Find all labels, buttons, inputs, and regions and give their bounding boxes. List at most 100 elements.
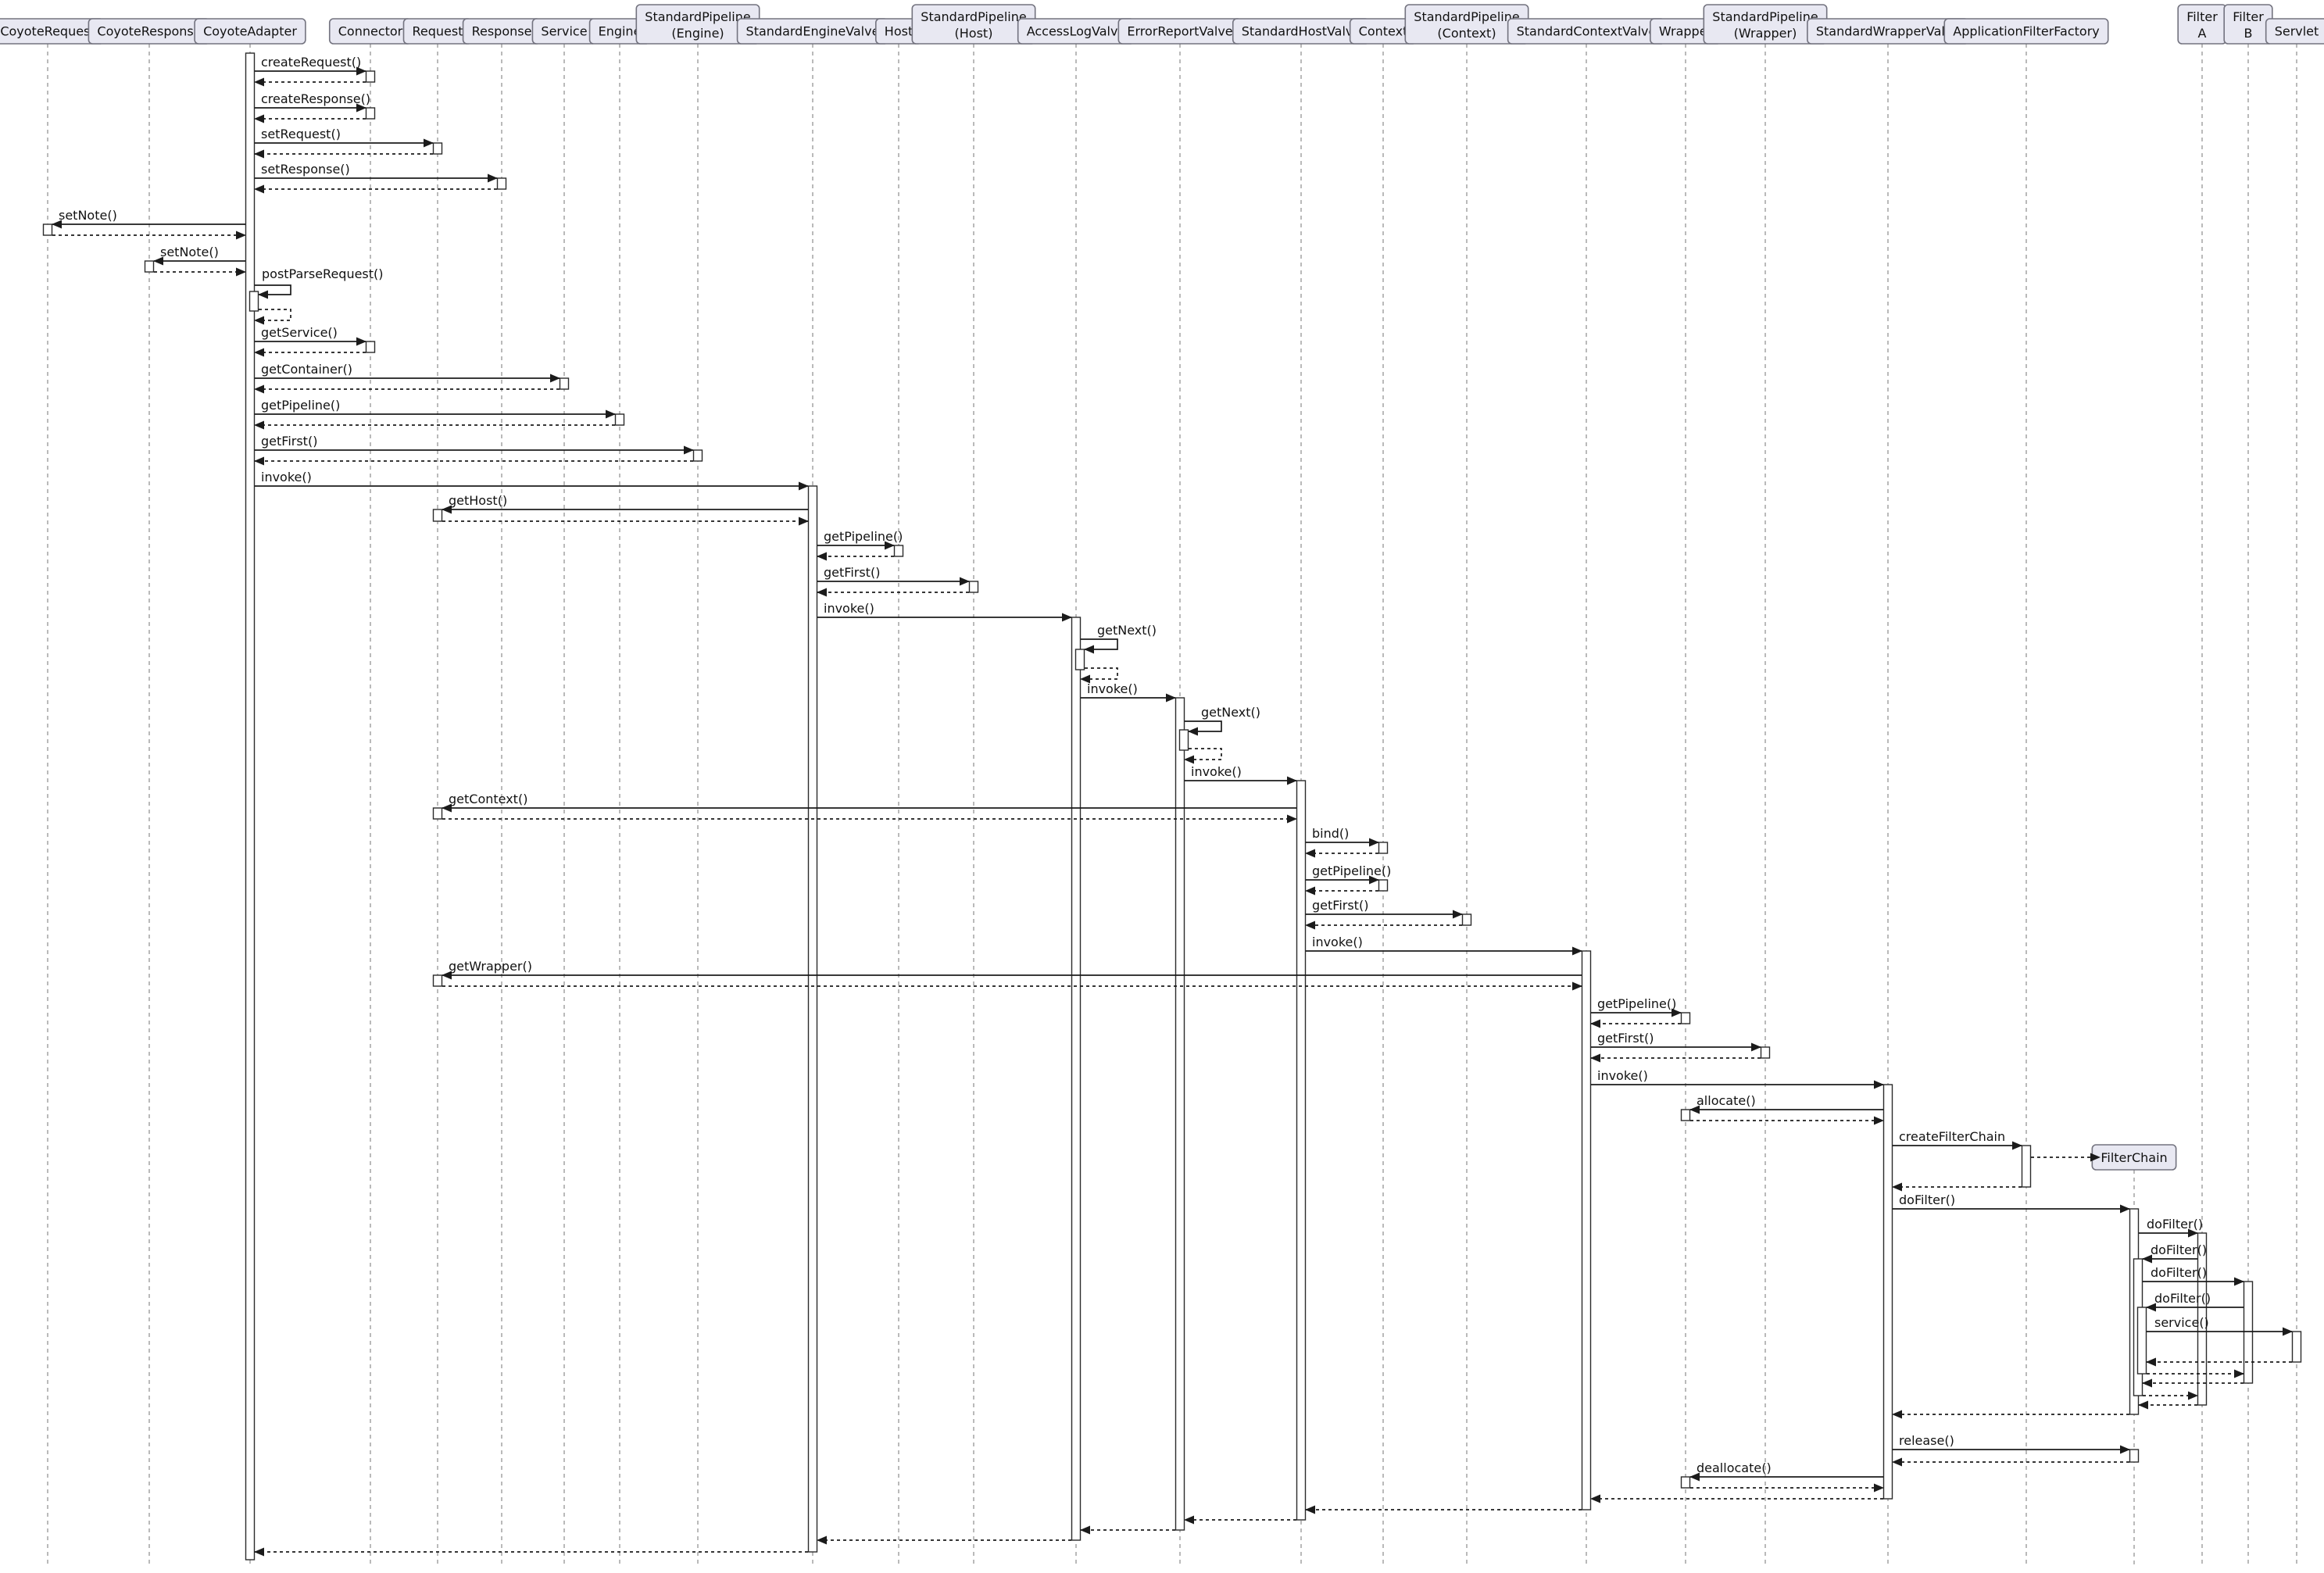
created-object-label: FilterChain — [2101, 1150, 2167, 1165]
participant-label: StandardWrapperValve — [1816, 24, 1960, 39]
participant-request: Request — [402, 18, 473, 45]
participant-standardpipeline-wrapper: StandardPipeline (Wrapper) — [1703, 4, 1828, 45]
message-label: getContainer() — [261, 362, 352, 377]
message-label: getFirst() — [261, 434, 317, 449]
message-label: getFirst() — [1312, 898, 1368, 913]
activation-bar — [1882, 1084, 1893, 1500]
message-label: doFilter() — [1899, 1192, 1955, 1207]
message-getfirst-43: getFirst() — [1591, 1031, 1761, 1052]
activation-bar — [432, 509, 443, 522]
activation-bar — [245, 52, 256, 1560]
activation-bar — [432, 974, 443, 987]
message-label: invoke() — [1597, 1068, 1648, 1083]
message-label: getPipeline() — [824, 529, 903, 544]
participant-servlet: Servlet — [2265, 18, 2324, 45]
message-label: invoke() — [1312, 935, 1363, 949]
message-label: service() — [2154, 1315, 2209, 1330]
activation-bar — [1461, 913, 1472, 926]
self-call-postparserequest-0: postParseRequest() — [254, 266, 384, 325]
activation-bar — [2243, 1281, 2254, 1384]
participant-label: AccessLogValve — [1027, 24, 1126, 39]
participant-context: Context — [1349, 18, 1418, 45]
activation-bar — [365, 107, 376, 120]
participant-standardpipeline-context: StandardPipeline (Context) — [1404, 4, 1529, 45]
participant-standard-host-valve: StandardHostValve — [1232, 18, 1371, 45]
message-setresponse-6: setResponse() — [255, 162, 498, 183]
message-getcontext-30: getContext() — [442, 792, 1296, 813]
participant-application-filter-factory: ApplicationFilterFactory — [1943, 18, 2109, 45]
activation-bar — [248, 291, 259, 312]
activation-bar — [968, 581, 979, 593]
activation-bar — [559, 377, 570, 390]
activation-bar — [807, 485, 818, 1553]
message-gethost-21: getHost() — [442, 493, 808, 514]
participant-error-report-valve: ErrorReportValve — [1117, 18, 1242, 45]
participant-label: Engine — [599, 24, 642, 39]
message-createresponse-2: createResponse() — [255, 91, 370, 113]
activation-bar — [1378, 879, 1389, 892]
self-return-arrow — [1184, 748, 1222, 764]
message-getfirst-25: getFirst() — [817, 565, 970, 586]
self-call-getnext-2: getNext() — [1184, 705, 1260, 764]
message-label: createFilterChain — [1899, 1129, 2005, 1144]
participant-label: StandardPipeline — [1414, 9, 1519, 24]
message-getcontainer-14: getContainer() — [255, 362, 560, 383]
participant-connector: Connector — [328, 18, 413, 45]
participant-label: Service — [541, 24, 587, 39]
activation-bar — [893, 545, 904, 557]
participant-label: Request — [413, 24, 463, 39]
participant-label: StandardPipeline — [921, 9, 1026, 24]
participant-box — [1943, 18, 2109, 45]
participant-label: (Context) — [1437, 26, 1496, 41]
participant-label: (Host) — [955, 26, 993, 41]
activation-bar — [432, 807, 443, 820]
message-createrequest-0: createRequest() — [255, 55, 366, 76]
self-call-label: postParseRequest() — [262, 266, 384, 281]
message-invoke-28: invoke() — [1081, 681, 1176, 702]
message-setnote-8: setNote() — [52, 208, 245, 229]
participant-label: StandardPipeline — [645, 9, 750, 24]
participant-label: Filter — [2186, 9, 2218, 24]
participant-label: CoyoteResponse — [97, 24, 201, 39]
message-setrequest-4: setRequest() — [255, 127, 434, 148]
activation-bar — [1680, 1012, 1691, 1024]
activation-bar — [1074, 649, 1085, 670]
activation-bar — [2021, 1145, 2032, 1188]
participant-label: Host — [885, 24, 913, 39]
message-getpipeline-23: getPipeline() — [817, 529, 903, 550]
message-invoke-38: invoke() — [1306, 935, 1582, 956]
message-getpipeline-34: getPipeline() — [1306, 863, 1391, 885]
message-label: doFilter() — [2147, 1217, 2203, 1232]
message-label: getHost() — [449, 493, 507, 508]
activation-bar — [1178, 729, 1189, 751]
participant-service: Service — [531, 18, 597, 45]
message-label: getWrapper() — [449, 959, 532, 974]
participant-filter-b: Filter B — [2223, 4, 2273, 45]
message-dofilter-54: doFilter() — [2143, 1265, 2244, 1286]
message-label: deallocate() — [1697, 1460, 1772, 1475]
participant-coyote-response: CoyoteResponse — [88, 18, 211, 45]
activation-bar — [2129, 1449, 2140, 1463]
activation-bar — [365, 341, 376, 353]
message-label: createRequest() — [261, 55, 361, 70]
message-getwrapper-39: getWrapper() — [442, 959, 1582, 980]
message-deallocate-65: deallocate() — [1689, 1460, 1883, 1482]
message-allocate-46: allocate() — [1689, 1093, 1883, 1114]
activation-bar — [2291, 1331, 2302, 1363]
participant-label: ErrorReportValve — [1127, 24, 1232, 39]
message-label: setNote() — [160, 245, 219, 259]
message-setnote-10: setNote() — [153, 245, 245, 266]
message-dofilter-52: doFilter() — [2139, 1217, 2203, 1238]
self-call-label: getNext() — [1097, 623, 1157, 638]
message-createfilterchain-48: createFilterChain — [1893, 1129, 2022, 1150]
self-call-arrow — [1081, 638, 1118, 654]
self-return-arrow — [1080, 667, 1118, 684]
activation-bar — [1071, 617, 1082, 1541]
message-invoke-29: invoke() — [1185, 764, 1297, 785]
message-dofilter-55: doFilter() — [2146, 1291, 2244, 1312]
participant-standardpipeline-host: StandardPipeline (Host) — [911, 4, 1036, 45]
message-invoke-27: invoke() — [817, 601, 1072, 622]
activation-bar — [692, 449, 703, 462]
self-call-getnext-1: getNext() — [1080, 623, 1157, 684]
participant-label: Filter — [2233, 9, 2264, 24]
